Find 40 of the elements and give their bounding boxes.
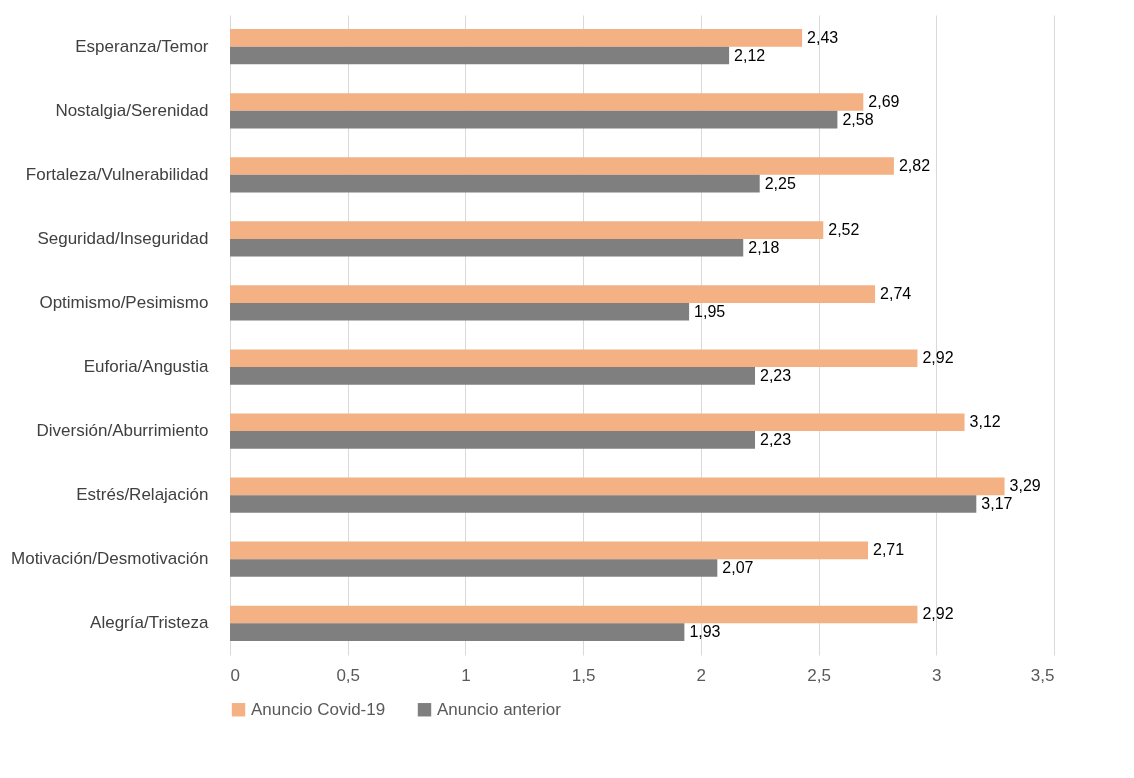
y-tick-label: Seguridad/Inseguridad	[37, 228, 209, 248]
data-label: 3,17	[981, 494, 1013, 512]
legend-label: Anuncio anterior	[437, 699, 562, 719]
data-label: 2,07	[722, 559, 754, 577]
data-label: 1,93	[689, 623, 721, 641]
x-tick-label: 2,5	[807, 665, 831, 685]
x-tick-label: 0	[230, 665, 240, 685]
data-label: 2,74	[880, 285, 912, 303]
data-label: 2,12	[734, 46, 766, 64]
data-label: 2,43	[807, 28, 839, 46]
y-tick-label: Motivación/Desmotivación	[11, 549, 209, 569]
data-label: 2,92	[922, 605, 954, 623]
x-tick-label: 0,5	[336, 665, 361, 685]
x-tick-label: 3,5	[1030, 665, 1055, 685]
y-tick-label: Nostalgia/Serenidad	[55, 100, 209, 120]
data-label: 2,58	[842, 110, 874, 128]
data-label: 2,71	[873, 541, 905, 559]
data-label: 2,52	[828, 221, 860, 239]
data-label: 3,12	[969, 413, 1001, 431]
x-tick-label: 2	[696, 665, 707, 685]
y-tick-label: Alegría/Tristeza	[90, 613, 210, 633]
y-tick-label: Diversión/Aburrimiento	[36, 421, 209, 441]
x-tick-label: 3	[932, 665, 942, 685]
y-tick-label: Euforia/Angustia	[83, 357, 210, 377]
data-label: 2,25	[764, 174, 796, 192]
data-label: 2,69	[868, 92, 900, 110]
legend-label: Anuncio Covid-19	[251, 699, 386, 719]
y-tick-label: Optimismo/Pesimismo	[39, 292, 209, 312]
y-tick-label: Estrés/Relajación	[76, 485, 209, 505]
x-tick-label: 1,5	[571, 665, 596, 685]
data-label: 2,92	[922, 349, 954, 367]
data-label: 2,18	[748, 238, 780, 256]
y-tick-label: Esperanza/Temor	[75, 36, 209, 56]
data-label: 2,23	[760, 430, 792, 448]
x-tick-label: 1	[461, 665, 471, 685]
data-label: 1,95	[694, 302, 726, 320]
data-label: 2,82	[898, 157, 931, 175]
data-label: 3,29	[1009, 477, 1041, 495]
y-tick-label: Fortaleza/Vulnerabilidad	[25, 164, 209, 184]
data-label: 2,23	[760, 366, 792, 384]
